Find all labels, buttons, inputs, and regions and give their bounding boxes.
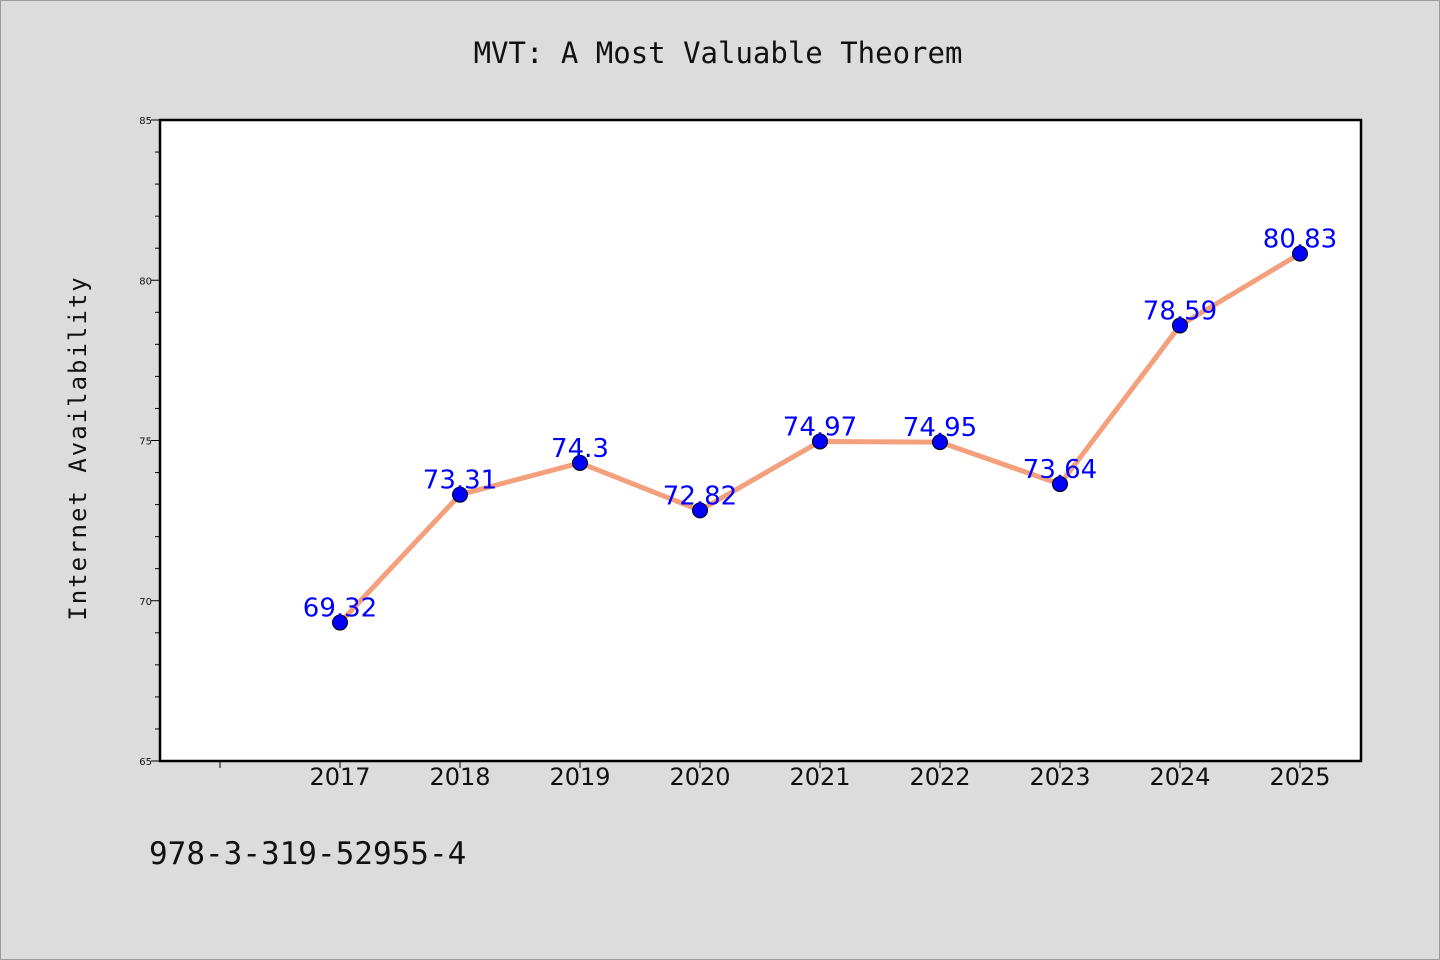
data-point bbox=[452, 486, 468, 503]
y-tick-label: 75 bbox=[139, 437, 152, 448]
data-label: 78.59 bbox=[1143, 296, 1217, 326]
y-tick-label: 85 bbox=[139, 116, 152, 127]
data-label: 80.83 bbox=[1263, 225, 1337, 255]
x-tick-label: 2017 bbox=[309, 763, 370, 791]
y-axis: 65 70 75 80 85 bbox=[139, 116, 160, 768]
data-labels: 69.32 73.31 74.3 72.82 74.97 74.95 73.64 78.59 8… bbox=[303, 225, 1337, 624]
data-label: 74.3 bbox=[551, 434, 609, 464]
y-axis-label: Internet Availability bbox=[64, 275, 92, 620]
data-label: 69.32 bbox=[303, 594, 377, 624]
x-tick-label: 2023 bbox=[1029, 763, 1090, 791]
chart-title: MVT: A Most Valuable Theorem bbox=[474, 36, 963, 70]
data-point bbox=[572, 454, 588, 471]
data-point bbox=[692, 502, 708, 519]
y-tick-label: 80 bbox=[139, 276, 152, 287]
data-markers bbox=[332, 245, 1308, 631]
isbn-text: 978-3-319-52955-4 bbox=[149, 836, 466, 872]
y-tick-label: 65 bbox=[139, 757, 152, 768]
plot-border bbox=[158, 118, 1363, 763]
data-point bbox=[1172, 317, 1188, 334]
data-point bbox=[932, 434, 948, 451]
x-tick-label: 2022 bbox=[909, 763, 970, 791]
data-point bbox=[332, 614, 348, 631]
y-tick-label: 70 bbox=[139, 597, 152, 608]
x-tick-label: 2024 bbox=[1149, 763, 1210, 791]
data-label: 74.97 bbox=[783, 412, 857, 442]
data-point bbox=[1292, 245, 1308, 262]
data-label: 73.31 bbox=[423, 466, 497, 496]
x-tick-label: 2020 bbox=[669, 763, 730, 791]
plot-area bbox=[160, 120, 1361, 761]
x-axis: 2017 2018 2019 2020 2021 2022 2023 2024 2025 bbox=[219, 761, 1331, 791]
data-label: 73.64 bbox=[1023, 455, 1097, 485]
data-point bbox=[812, 433, 828, 450]
data-label: 74.95 bbox=[903, 413, 977, 443]
x-tick-label: 2025 bbox=[1269, 763, 1330, 791]
data-label: 72.82 bbox=[663, 481, 737, 511]
data-point bbox=[1052, 476, 1068, 493]
x-tick-label: 2019 bbox=[549, 763, 610, 791]
x-tick-label: 2018 bbox=[429, 763, 490, 791]
x-tick-label: 2021 bbox=[789, 763, 850, 791]
